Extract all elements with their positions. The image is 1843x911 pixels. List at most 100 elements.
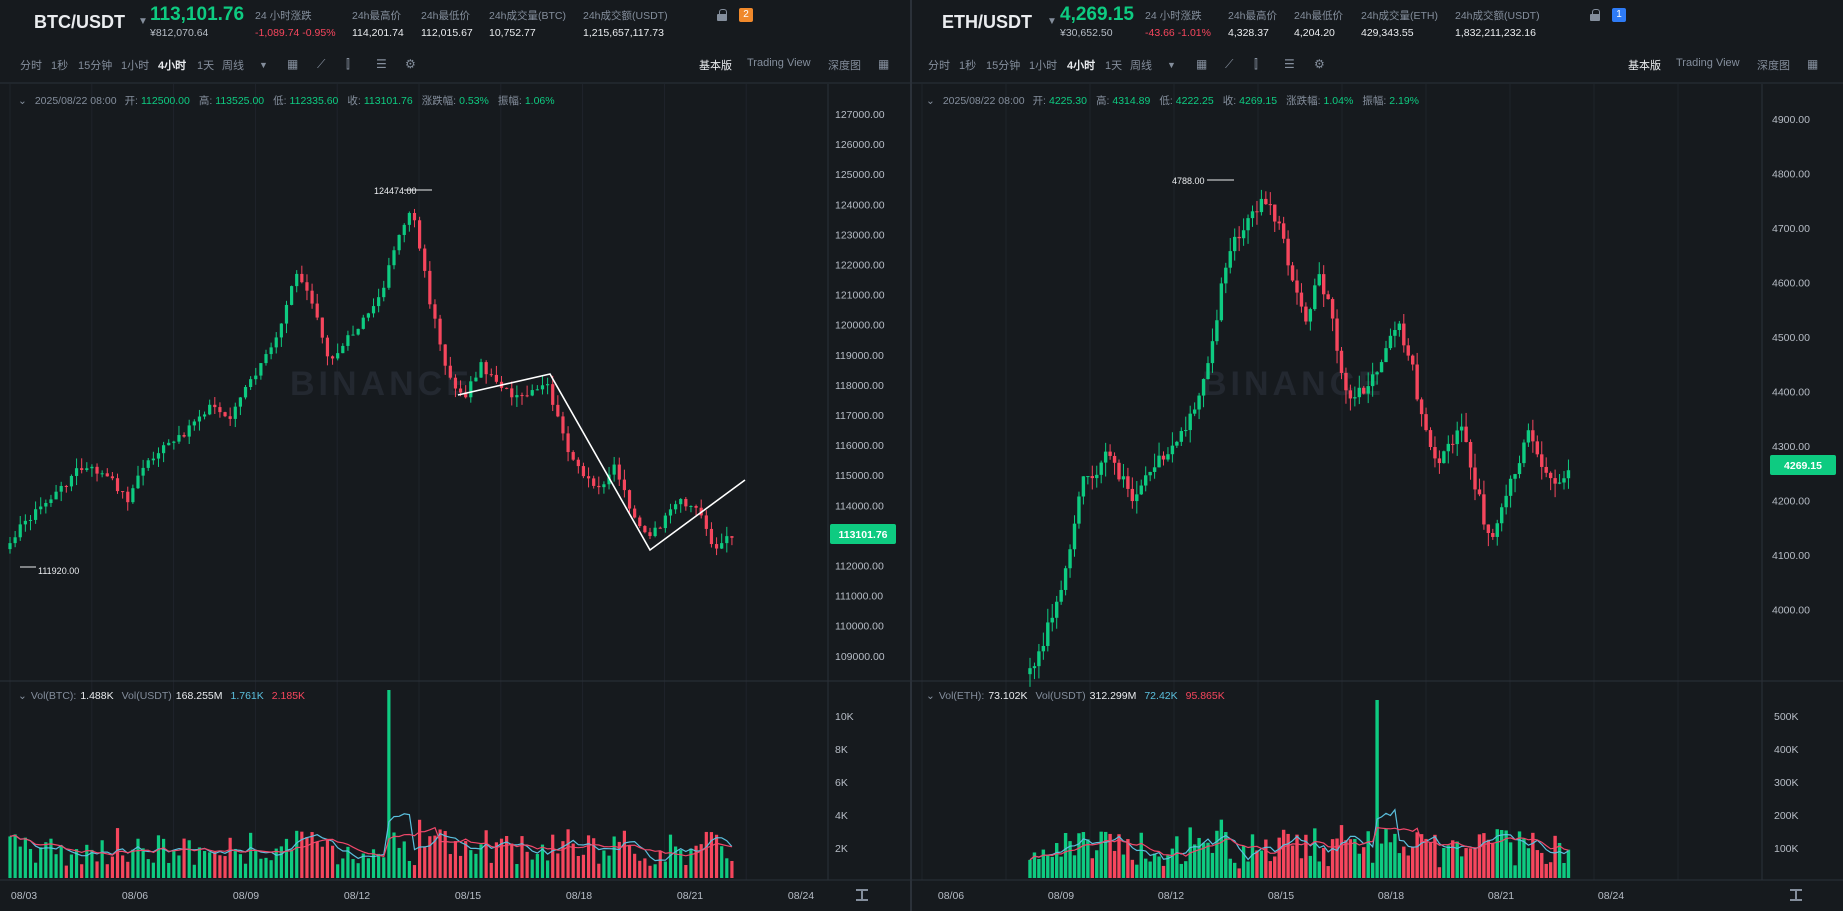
volume-bar: [428, 836, 432, 878]
interval-tab[interactable]: 分时: [20, 60, 42, 72]
interval-tab[interactable]: 1小时: [121, 60, 150, 72]
candle-body: [1357, 387, 1361, 398]
volume-bar: [1032, 852, 1037, 878]
btc-chart[interactable]: BINANCE 127000.00 126000.00 125000.00 124000…: [0, 0, 910, 911]
volume-bar: [269, 860, 273, 878]
candle-body: [592, 478, 596, 486]
view-tab-depth[interactable]: 深度图: [828, 60, 861, 72]
price-axis-label: 119000.00: [835, 350, 884, 362]
ohlc-high-label: 高:: [198, 95, 213, 107]
candle-body: [300, 273, 304, 283]
date-axis-label: 08/03: [11, 890, 37, 902]
view-tab-tradingview[interactable]: Trading View: [747, 57, 811, 69]
chevron-down-icon[interactable]: ▼: [1047, 16, 1057, 27]
interval-tab-active[interactable]: 4小时: [1067, 60, 1096, 72]
volume-axis-label: 4K: [835, 810, 848, 822]
calendar-icon[interactable]: ▦: [1196, 57, 1208, 71]
layout-badge[interactable]: 1: [1612, 8, 1626, 22]
candle-body: [551, 384, 555, 405]
candle-body: [1046, 622, 1050, 646]
grid-layout-icon[interactable]: ▦: [878, 57, 890, 71]
volume-bar: [607, 855, 611, 878]
indicator-icon[interactable]: ⟋: [317, 57, 326, 71]
gear-icon[interactable]: ⚙: [405, 57, 416, 71]
volume-bar: [223, 856, 227, 878]
gear-icon[interactable]: ⚙: [1314, 57, 1325, 71]
volume-bar: [1362, 847, 1366, 878]
ohlc-caret-icon[interactable]: ⌄: [926, 95, 935, 107]
candle-body: [1388, 335, 1393, 349]
view-tab-tradingview[interactable]: Trading View: [1676, 57, 1740, 69]
candle-body: [8, 543, 12, 550]
grid-layout-icon[interactable]: ▦: [1807, 57, 1819, 71]
drawing-tools-icon[interactable]: ☰: [1284, 57, 1295, 71]
pair-name[interactable]: ETH/USDT: [942, 12, 1032, 32]
pair-name[interactable]: BTC/USDT: [34, 12, 125, 32]
view-tab-basic[interactable]: 基本版: [1628, 60, 1661, 72]
vol-caret-icon[interactable]: ⌄: [18, 690, 27, 702]
candle-body: [597, 485, 601, 488]
ohlc-amp-label: 振幅:: [1362, 95, 1387, 107]
view-tab-depth[interactable]: 深度图: [1757, 60, 1790, 72]
candle-body: [1366, 386, 1370, 394]
interval-tab[interactable]: 1秒: [959, 60, 977, 72]
volume-bar: [679, 850, 683, 878]
interval-tab[interactable]: 周线: [222, 60, 244, 72]
trendline-drawing: [457, 373, 746, 552]
candle-body: [121, 491, 125, 493]
interval-tab[interactable]: 1天: [1105, 60, 1123, 72]
candle-body: [1500, 507, 1504, 524]
volume-bar: [1201, 842, 1206, 878]
volume-bar: [382, 857, 386, 878]
candle-body: [80, 468, 84, 470]
volume-bar: [1148, 861, 1152, 878]
candle-type-icon[interactable]: ⫿: [1254, 57, 1258, 71]
candle-body: [1415, 364, 1419, 400]
candle-body: [1126, 476, 1130, 489]
volume-bar: [1535, 850, 1539, 878]
interval-tab[interactable]: 15分钟: [78, 60, 113, 72]
view-tab-basic[interactable]: 基本版: [699, 60, 732, 72]
interval-tab-active[interactable]: 4小时: [158, 60, 187, 72]
layout-badge[interactable]: 2: [739, 8, 753, 22]
calendar-icon[interactable]: ▦: [287, 57, 299, 71]
volume-bar: [228, 837, 232, 878]
candle-body: [709, 528, 714, 545]
candle-body: [1353, 397, 1357, 399]
interval-tab[interactable]: 1秒: [51, 60, 69, 72]
candle-body: [1526, 430, 1531, 443]
interval-tab[interactable]: 15分钟: [986, 60, 1021, 72]
interval-tab[interactable]: 1小时: [1029, 60, 1058, 72]
interval-tab[interactable]: 周线: [1130, 60, 1152, 72]
interval-tab[interactable]: 分时: [928, 60, 950, 72]
volume-bar: [556, 853, 560, 878]
candle-body: [1517, 463, 1522, 475]
candle-body: [1451, 443, 1455, 445]
candle-type-icon[interactable]: ⫿: [346, 57, 350, 71]
volume-bar: [1428, 842, 1433, 878]
candle-body: [1482, 494, 1486, 525]
vol-caret-icon[interactable]: ⌄: [926, 690, 935, 702]
volume-bar: [689, 848, 693, 878]
indicator-icon[interactable]: ⟋: [1225, 57, 1234, 71]
volume-bar: [1081, 832, 1086, 878]
panel-divider[interactable]: [910, 0, 912, 911]
chevron-down-icon[interactable]: ▼: [259, 60, 268, 70]
lock-icon[interactable]: [717, 9, 727, 21]
candle-body: [172, 441, 176, 443]
lock-icon[interactable]: [1590, 9, 1600, 21]
drawing-tools-icon[interactable]: ☰: [376, 57, 387, 71]
volume-bar: [1370, 862, 1375, 878]
interval-tab[interactable]: 1天: [197, 60, 215, 72]
ohlc-caret-icon[interactable]: ⌄: [18, 95, 27, 107]
candle-body: [622, 479, 626, 491]
candle-body: [540, 385, 545, 390]
chevron-down-icon[interactable]: ▼: [1167, 60, 1176, 70]
volume-bar: [1259, 850, 1264, 878]
chevron-down-icon[interactable]: ▼: [138, 16, 148, 27]
eth-chart[interactable]: BINANCE 4900.00 4800.00 4700.00 4600.00 4500.…: [912, 0, 1843, 911]
volume-bar: [192, 864, 196, 878]
volume-bar: [684, 865, 688, 878]
candle-body: [1281, 223, 1286, 239]
candle-body: [1317, 274, 1321, 286]
